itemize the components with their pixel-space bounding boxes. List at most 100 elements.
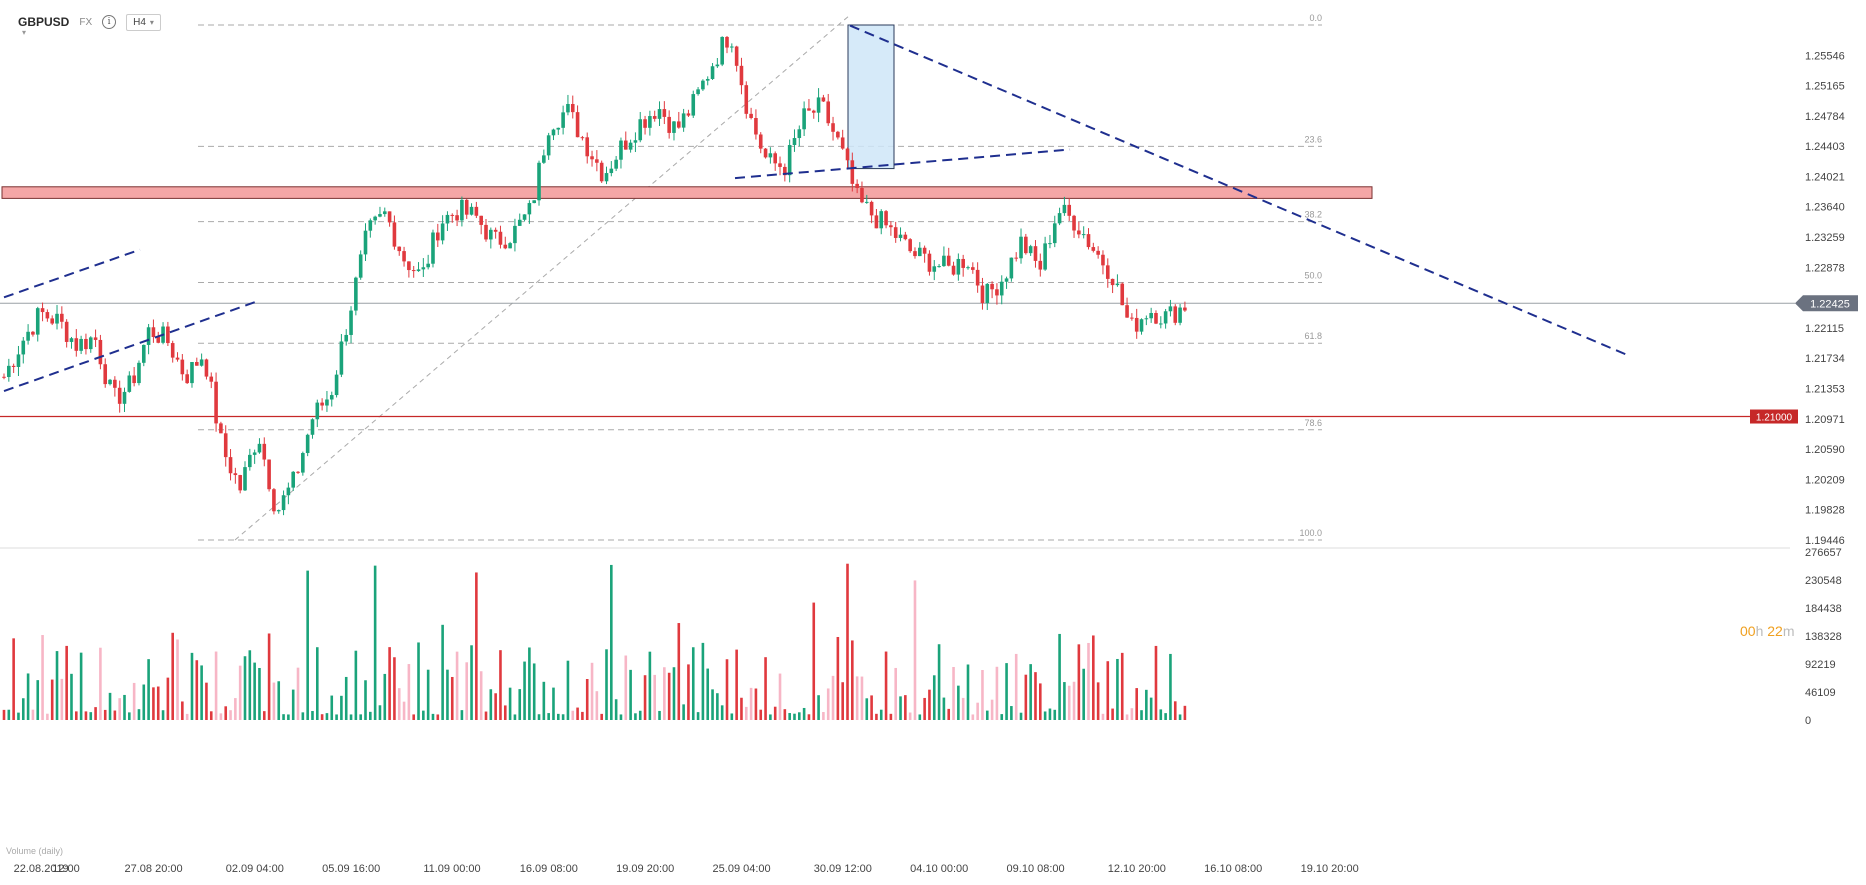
time-tick-label: 05.09 16:00 xyxy=(322,863,380,875)
volume-bar xyxy=(1154,645,1158,720)
volume-bar xyxy=(2,709,6,720)
volume-bar xyxy=(267,633,271,720)
candle-body xyxy=(802,108,806,130)
volume-bar xyxy=(21,698,25,720)
candle-body xyxy=(836,131,840,138)
candlesticks xyxy=(2,36,1187,516)
current-price-tag xyxy=(1795,295,1858,312)
timeframe-select[interactable]: H4 ▾ xyxy=(126,13,161,31)
volume-bar xyxy=(1077,644,1081,720)
candle-body xyxy=(40,308,45,313)
candle-body xyxy=(199,359,204,366)
fib-level-label: 38.2 xyxy=(1304,210,1322,220)
candle-body xyxy=(329,395,334,400)
volume-bar xyxy=(667,672,671,720)
candle-body xyxy=(141,344,146,363)
volume-bar xyxy=(879,709,883,720)
candle-body xyxy=(209,376,214,382)
info-icon[interactable]: i xyxy=(102,15,117,29)
candle-body xyxy=(580,137,585,139)
volume-bar xyxy=(1039,683,1042,720)
candle-body xyxy=(450,214,455,216)
candle-body xyxy=(334,374,339,396)
candle-body xyxy=(542,155,546,163)
candle-body xyxy=(392,222,397,247)
volume-bar xyxy=(884,651,888,720)
candle-body xyxy=(927,253,932,272)
volume-bar xyxy=(393,657,396,720)
volume-bar xyxy=(60,678,64,720)
volume-bar xyxy=(889,713,893,720)
volume-bar xyxy=(513,714,517,720)
volume-bar xyxy=(677,623,681,720)
chevron-down-icon: ▾ xyxy=(149,17,154,27)
time-tick-label: 12.10 20:00 xyxy=(1108,863,1166,875)
volume-bar xyxy=(981,670,984,720)
candle-body xyxy=(301,453,305,473)
volume-bar xyxy=(214,651,218,720)
candle-body xyxy=(975,269,980,286)
candle-body xyxy=(638,119,643,141)
candle-body xyxy=(93,337,98,340)
candle-body xyxy=(715,64,720,67)
symbol-label[interactable]: GBPUSD xyxy=(18,15,70,29)
candle-body xyxy=(918,247,922,257)
candle-body xyxy=(628,142,633,150)
volume-bar xyxy=(229,710,232,720)
volume-bar xyxy=(1000,714,1004,720)
volume-bar xyxy=(735,649,738,720)
candle-body xyxy=(460,199,464,221)
candle-body xyxy=(402,251,406,262)
candle-body xyxy=(758,134,763,149)
volume-bar xyxy=(479,671,483,720)
fib-level-label: 78.6 xyxy=(1304,418,1322,428)
candle-body xyxy=(570,103,575,113)
volume-bar xyxy=(600,713,603,720)
volume-bar xyxy=(311,711,314,720)
volume-bar xyxy=(1005,663,1008,720)
price-tick-label: 1.24784 xyxy=(1805,111,1845,123)
candle-body xyxy=(440,223,445,241)
volume-bar xyxy=(234,698,237,720)
candle-body xyxy=(1125,305,1129,318)
volume-bar xyxy=(253,662,256,720)
volume-bar xyxy=(84,711,88,720)
symbol-menu-chevron-icon[interactable]: ▾ xyxy=(22,28,27,37)
volume-bar xyxy=(870,695,873,720)
candle-body xyxy=(590,156,594,160)
volume-bar xyxy=(1106,661,1110,720)
volume-bar xyxy=(1130,708,1134,720)
time-tick-label: 19.10 20:00 xyxy=(1301,863,1359,875)
volume-tick-label: 230548 xyxy=(1805,575,1842,587)
volume-bar xyxy=(161,710,165,720)
volume-bar xyxy=(1043,711,1047,720)
candle-body xyxy=(652,116,657,119)
volume-bar xyxy=(378,705,382,720)
volume-bar xyxy=(1029,664,1032,720)
volume-bar xyxy=(287,714,290,720)
volume-bar xyxy=(682,704,685,720)
candle-body xyxy=(1077,230,1081,235)
support-line: 1.21000 xyxy=(0,409,1798,424)
price-tick-label: 1.19446 xyxy=(1805,535,1845,547)
fib-level-label: 61.8 xyxy=(1304,331,1322,341)
candle-body xyxy=(826,101,831,124)
price-axis: 1.25546 1.25165 1.24784 1.24403 1.24021 1.236… xyxy=(1805,50,1845,547)
volume-bar xyxy=(865,698,869,720)
candle-body xyxy=(79,338,83,351)
candle-body xyxy=(228,457,233,474)
candle-body xyxy=(1019,236,1023,259)
volume-bar xyxy=(740,697,743,720)
candle-body xyxy=(517,219,522,226)
candle-body xyxy=(893,227,898,238)
candle-body xyxy=(1043,243,1047,270)
candle-body xyxy=(946,255,951,266)
volume-bar xyxy=(730,713,734,720)
candle-body xyxy=(585,137,590,157)
volume-bar xyxy=(417,642,420,720)
volume-bar xyxy=(200,665,203,720)
volume-bar xyxy=(595,691,599,720)
price-tick-label: 1.20971 xyxy=(1805,414,1845,426)
candle-body xyxy=(879,211,884,229)
